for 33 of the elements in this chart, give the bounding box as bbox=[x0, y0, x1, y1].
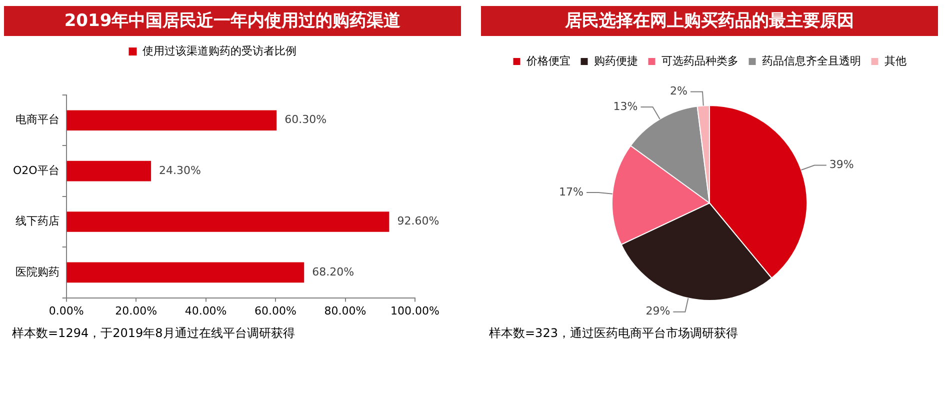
data-label: 24.30% bbox=[159, 164, 201, 177]
y-tick-label: 电商平台 bbox=[15, 113, 60, 126]
legend-label: 可选药品种类多 bbox=[661, 54, 738, 68]
legend-label: 其他 bbox=[884, 54, 906, 68]
chart-title: 2019年中国居民近一年内使用过的购药渠道 bbox=[4, 6, 461, 36]
data-label: 13% bbox=[613, 100, 638, 113]
data-label: 2% bbox=[670, 84, 688, 98]
bar bbox=[66, 212, 390, 232]
data-label: 60.30% bbox=[284, 113, 327, 126]
legend-label: 价格便宜 bbox=[525, 54, 570, 68]
x-tick-label: 40.00% bbox=[184, 304, 227, 318]
data-label: 68.20% bbox=[312, 265, 354, 278]
x-tick-label: 80.00% bbox=[324, 304, 366, 318]
legend-label: 药品信息齐全且透明 bbox=[762, 54, 861, 68]
data-label: 17% bbox=[559, 185, 584, 198]
x-tick-label: 0.00% bbox=[48, 304, 84, 318]
y-tick-label: O2O平台 bbox=[12, 164, 60, 177]
data-label: 39% bbox=[829, 158, 854, 172]
x-tick-label: 60.00% bbox=[254, 304, 297, 318]
data-label: 92.60% bbox=[397, 214, 440, 228]
y-tick-label: 医院购药 bbox=[15, 265, 60, 278]
legend-label: 使用过该渠道购药的受访者比例 bbox=[142, 44, 296, 58]
y-tick-label: 线下药店 bbox=[15, 214, 60, 228]
chart-title: 居民选择在网上购买药品的最主要原因 bbox=[481, 6, 938, 36]
data-label: 29% bbox=[646, 304, 670, 318]
legend-label: 购药便捷 bbox=[594, 54, 638, 68]
bar bbox=[66, 160, 152, 182]
text: 样本数=1294，于2019年8月通过在线平台调研获得 bbox=[11, 325, 296, 342]
x-tick-label: 20.00% bbox=[115, 304, 158, 318]
text: 样本数=323，通过医药电商平台市场调研获得 bbox=[488, 325, 739, 342]
bar bbox=[66, 262, 304, 283]
x-tick-label: 100.00% bbox=[390, 304, 440, 318]
bar bbox=[66, 110, 277, 130]
